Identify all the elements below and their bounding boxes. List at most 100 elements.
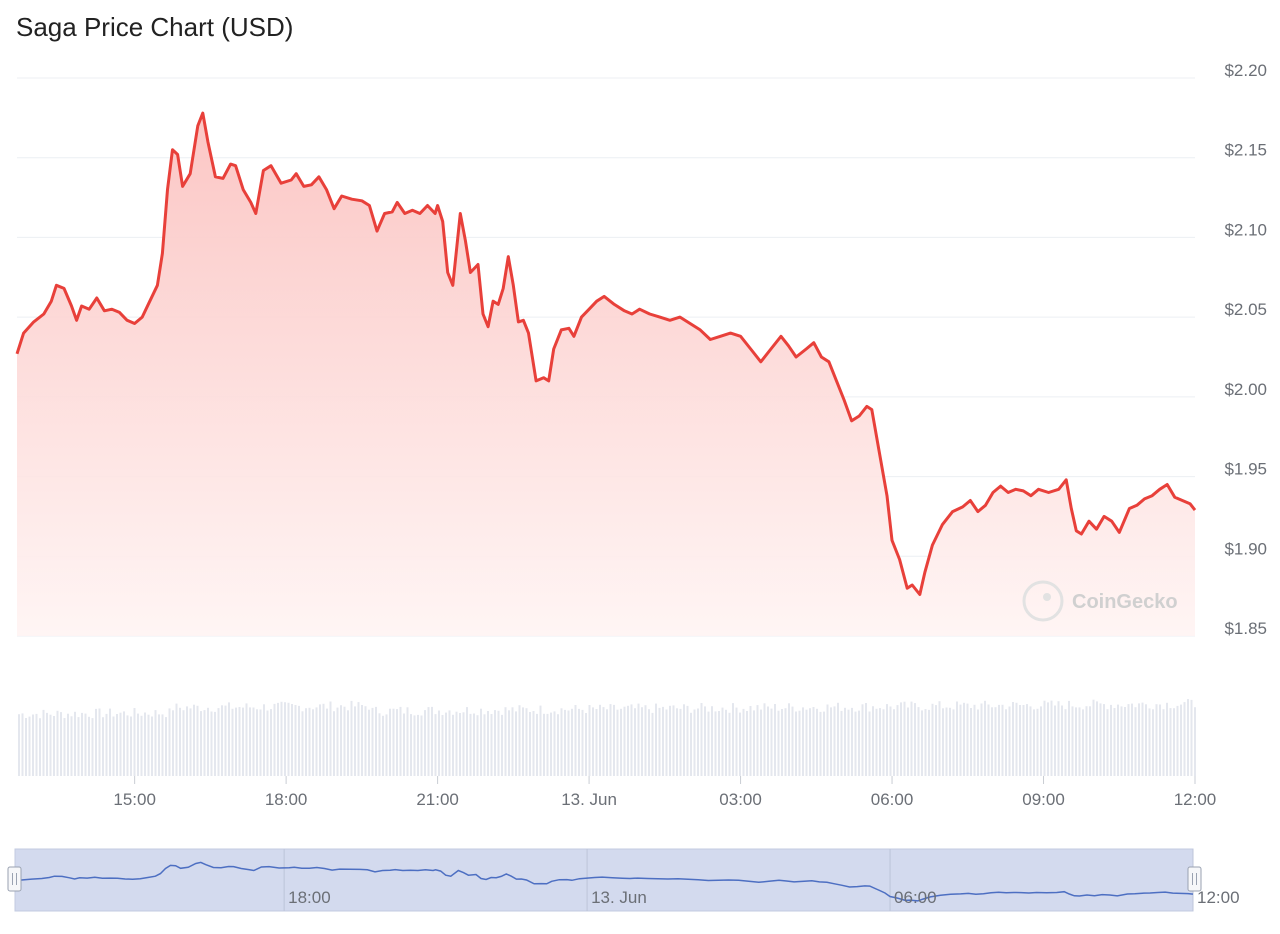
volume-bar [963,702,965,776]
volume-bar [1082,709,1084,776]
volume-bar [952,709,955,776]
volume-bar [291,704,293,776]
volume-bar [861,704,864,776]
volume-bar [959,704,962,776]
y-tick-label: $2.10 [1224,220,1267,239]
volume-bar [266,710,269,776]
volume-bar [809,708,811,776]
volume-bar [1124,707,1126,776]
volume-bar [28,716,31,776]
volume-bar [966,703,969,776]
y-tick-label: $2.00 [1224,380,1267,399]
volume-bar [389,708,391,776]
volume-bar [711,706,713,776]
volume-bar [777,710,780,776]
volume-bar [203,710,206,776]
volume-bar [1005,709,1007,776]
volume-bar [700,703,703,776]
navigator-right-handle[interactable] [1187,866,1202,892]
volume-bar [210,711,213,776]
volume-bar [697,708,699,776]
volume-bar [154,710,157,776]
volume-bar [854,711,857,776]
volume-bar [1162,709,1165,776]
y-tick-label: $1.85 [1224,619,1267,638]
volume-bar [725,709,727,776]
volume-bar [917,707,920,776]
x-tick-label: 18:00 [265,790,308,809]
y-tick-label: $2.15 [1224,141,1267,160]
volume-bar [665,709,668,776]
volume-bar [742,708,745,776]
volume-bar [207,707,209,776]
volume-bar [354,706,356,776]
volume-bar [1008,706,1011,776]
volume-bar [1110,704,1112,776]
volume-bar [455,711,458,776]
price-line[interactable] [15,111,1197,596]
volume-bar [1183,702,1186,776]
volume-bar [305,708,307,776]
volume-bar [833,706,836,776]
volume-bar [1064,709,1067,776]
volume-bar [812,707,815,776]
volume-bar [609,704,612,776]
volume-bar [557,714,559,776]
volume-bar [420,715,423,776]
volume-bar [63,718,66,776]
navigator-left-handle[interactable] [7,866,22,892]
volume-bar [830,707,832,776]
volume-bar [273,703,276,776]
volume-bar [245,703,248,776]
volume-bar [42,709,45,776]
x-tick-label: 13. Jun [561,790,617,809]
volume-bar [459,713,461,776]
volume-bar [690,712,692,776]
volume-bar [714,711,717,776]
volume-bar [721,707,724,776]
y-tick-label: $1.90 [1224,539,1267,558]
volume-bar [935,705,937,776]
volume-bar [53,716,55,776]
volume-bar [942,708,944,776]
volume-bar [60,712,62,776]
volume-bar [1015,702,1018,776]
volume-bar [599,704,601,776]
volume-bar [189,708,192,776]
volume-bar [1047,702,1049,776]
volume-bar [35,713,38,776]
volume-bar [784,708,787,776]
volume-bar [819,711,822,776]
volume-bar [329,701,332,776]
volume-bar [368,709,370,776]
volume-bar [476,715,479,776]
volume-bar [1050,700,1053,776]
volume-bar [385,714,388,776]
volume-bar [515,711,517,776]
volume-bar [252,707,255,776]
volume-bar [644,705,647,776]
volume-bar [280,701,283,776]
volume-bar [693,709,696,776]
volume-bar [77,717,80,776]
volume-bar [151,716,153,776]
volume-bar [669,705,671,776]
volume-bar [896,705,899,776]
navigator-tick-label: 13. Jun [591,888,647,907]
volume-bar [448,710,451,776]
navigator-selection[interactable] [14,848,1194,912]
range-navigator[interactable]: 18:00 13. Jun 06:00 12:00 [7,848,1240,912]
volume-bar [1141,702,1144,776]
volume-bar [144,712,146,776]
volume-bar [648,709,650,776]
volume-bar [679,708,682,776]
volume-bar [984,700,986,776]
volume-bar [287,702,290,776]
volume-bar [851,707,853,776]
volume-bar [1071,706,1074,776]
volume-bar [1117,704,1119,776]
volume-bar [1176,705,1179,776]
volume-bar [350,700,353,776]
coingecko-logo-icon [1022,580,1064,622]
